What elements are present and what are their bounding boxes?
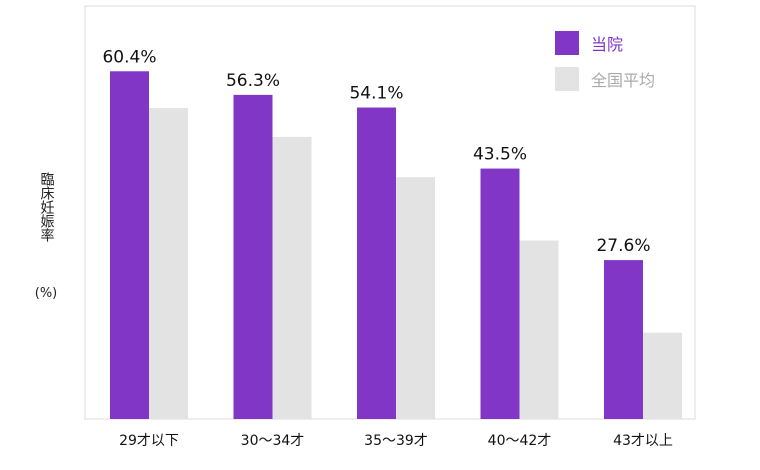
x-tick-label-3: 40～42才 [488, 433, 552, 449]
bar-national-1 [272, 136, 312, 419]
bar-national-3 [519, 240, 559, 419]
y-axis-title: 臨床妊娠率 [38, 172, 55, 242]
value-label-3: 43.5% [473, 145, 527, 165]
x-tick-label-0: 29才以下 [119, 433, 179, 449]
bar-national-2 [396, 177, 435, 419]
value-label-2: 54.1% [349, 84, 403, 104]
value-label-1: 56.3% [226, 71, 280, 91]
value-labels-group: 60.4% 56.3% 54.1% 43.5% 27.6% [102, 47, 650, 256]
legend: 当院 全国平均 [555, 30, 655, 102]
bar-national-0 [149, 108, 188, 419]
x-tick-label-1: 30～34才 [241, 433, 305, 449]
y-axis-label: 臨床妊娠率 (%) [34, 172, 58, 302]
bar-national-4 [643, 332, 682, 419]
bar-clinic-2 [357, 107, 396, 419]
value-label-0: 60.4% [102, 47, 156, 67]
legend-label-national: 全国平均 [591, 71, 656, 90]
legend-label-clinic: 当院 [591, 35, 624, 54]
y-axis-unit: (%) [34, 286, 58, 301]
legend-swatch-clinic [555, 31, 579, 55]
bar-clinic-4 [604, 260, 643, 419]
bar-clinic-0 [110, 71, 149, 420]
bar-clinic-1 [233, 94, 273, 419]
legend-item-clinic: 当院 [555, 30, 655, 56]
x-tick-label-2: 35～39才 [364, 433, 428, 449]
value-label-4: 27.6% [596, 236, 650, 256]
legend-item-national: 全国平均 [555, 66, 655, 92]
x-tick-labels-group: 29才以下 30～34才 35～39才 40～42才 43才以上 [119, 433, 673, 449]
bars-group [110, 71, 682, 420]
legend-swatch-national [555, 67, 579, 91]
x-tick-label-4: 43才以上 [613, 433, 673, 449]
bar-clinic-3 [480, 168, 520, 419]
